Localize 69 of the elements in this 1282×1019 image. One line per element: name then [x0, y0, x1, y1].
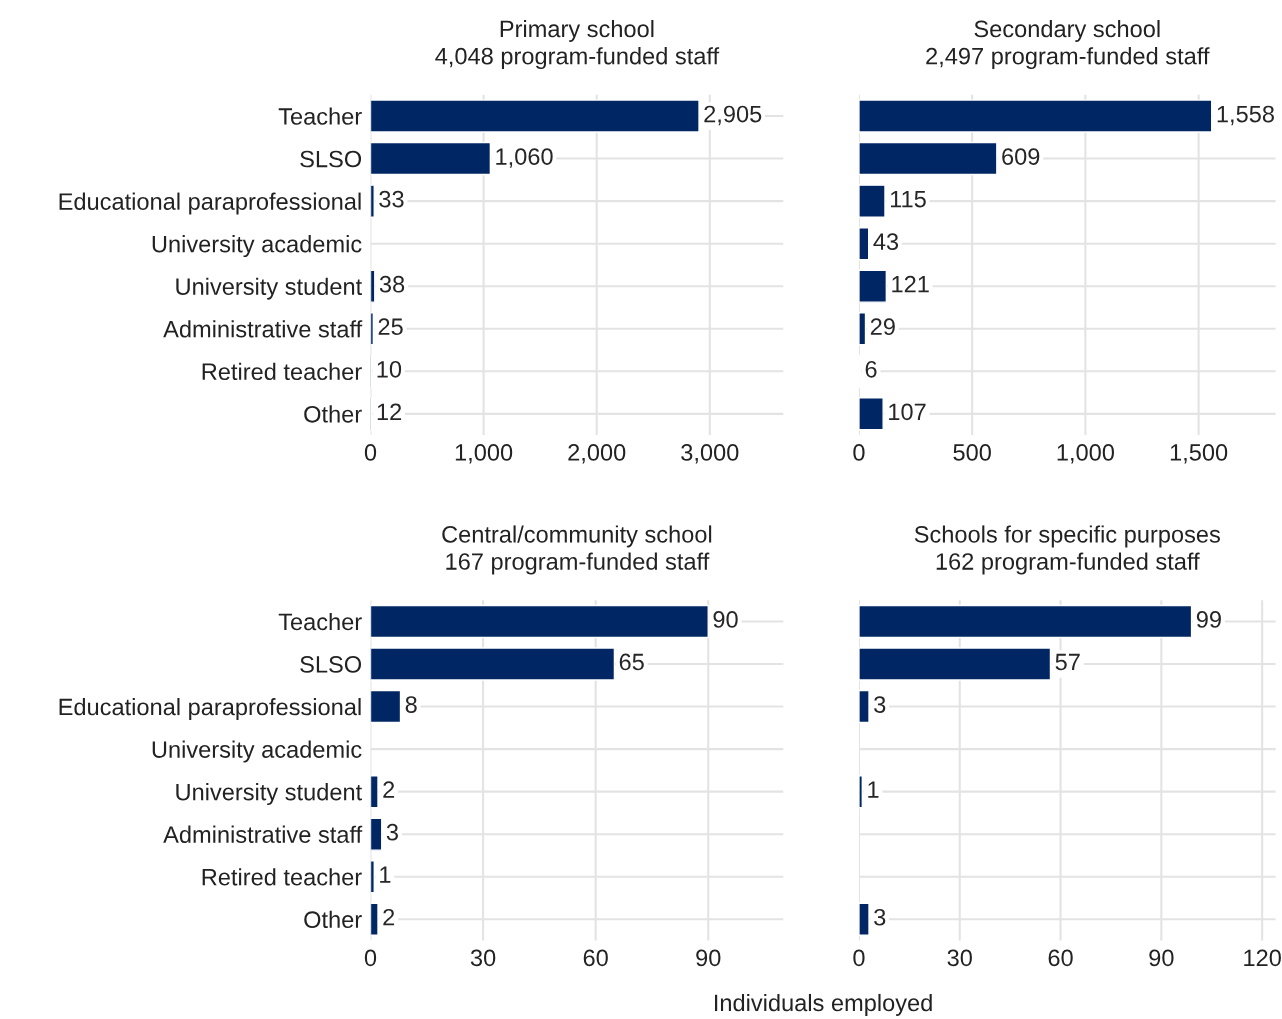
chart-title: Schools for specific purposes [914, 525, 1220, 548]
data-label: 2 [383, 781, 395, 798]
x-tick-label: 500 [953, 444, 991, 461]
chart-title: Primary school [500, 19, 654, 42]
x-axis-title: Individuals employed [714, 993, 932, 1016]
y-tick-label: Retired teacher [202, 868, 362, 886]
x-tick-label: 0 [853, 949, 865, 967]
data-label: 8 [405, 696, 417, 713]
y-tick-label: Teacher [278, 107, 362, 125]
chart-subtitle: 167 program-funded staff [446, 552, 710, 575]
data-label: 609 [1002, 148, 1040, 165]
data-label: 2 [383, 908, 395, 926]
x-tick-label: 1,500 [1170, 444, 1228, 464]
data-label: 57 [1055, 653, 1080, 671]
x-tick-label: 2,000 [568, 444, 626, 464]
data-label: 90 [713, 611, 738, 628]
y-tick-label: SLSO [300, 150, 362, 168]
data-label: 1,558 [1217, 105, 1274, 126]
data-label: 6 [865, 360, 877, 378]
chart-subtitle: 162 program-funded staff [936, 552, 1200, 575]
y-tick-label: University student [176, 783, 362, 806]
y-tick-label: SLSO [300, 656, 362, 673]
data-label: 38 [379, 275, 405, 293]
y-tick-label: Educational paraprofessional [59, 192, 361, 215]
x-tick-label: 0 [853, 444, 865, 461]
chart-subtitle: 4,048 program-funded staff [435, 47, 720, 70]
y-tick-label: University academic [152, 235, 362, 258]
x-tick-label: 60 [1048, 949, 1073, 967]
y-tick-label: Educational paraprofessional [59, 697, 361, 720]
x-tick-label: 60 [583, 949, 608, 967]
x-tick-label: 0 [364, 444, 377, 461]
data-label: 10 [377, 360, 402, 378]
data-label: 25 [378, 318, 403, 336]
data-label: 3 [874, 908, 886, 926]
data-label: 121 [892, 275, 929, 293]
chart-title: Central/community school [442, 525, 712, 548]
y-tick-label: Administrative staff [163, 320, 363, 338]
y-tick-label: Other [304, 910, 362, 929]
y-tick-label: Retired teacher [202, 362, 362, 381]
x-tick-label: 90 [1149, 949, 1174, 967]
y-tick-label: Teacher [278, 612, 362, 631]
data-label: 65 [619, 653, 644, 671]
x-tick-label: 30 [947, 949, 972, 967]
data-label: 33 [379, 190, 404, 208]
data-label: 1,060 [496, 148, 553, 168]
chart-title: Secondary school [974, 19, 1160, 42]
data-label: 107 [889, 403, 926, 421]
data-label: 99 [1196, 611, 1221, 628]
data-label: 29 [870, 318, 895, 336]
data-label: 43 [873, 233, 899, 251]
data-label: 3 [874, 696, 886, 713]
data-label: 1 [380, 866, 391, 883]
data-label: 1 [868, 781, 879, 798]
y-tick-label: University academic [152, 740, 362, 763]
x-tick-label: 120 [1244, 949, 1281, 967]
x-tick-label: 0 [364, 949, 377, 967]
x-tick-label: 90 [696, 949, 721, 967]
data-label: 115 [890, 190, 926, 208]
y-tick-label: Other [304, 405, 362, 423]
x-tick-label: 30 [470, 949, 496, 967]
x-tick-label: 1,000 [1057, 444, 1114, 464]
x-tick-label: 3,000 [681, 444, 739, 464]
data-label: 2,905 [704, 105, 762, 126]
x-tick-label: 1,000 [455, 444, 513, 464]
y-tick-label: University student [176, 277, 362, 300]
chart-subtitle: 2,497 program-funded staff [926, 47, 1210, 70]
data-label: 3 [386, 823, 398, 841]
y-tick-label: Administrative staff [163, 825, 363, 843]
data-label: 12 [377, 403, 402, 420]
